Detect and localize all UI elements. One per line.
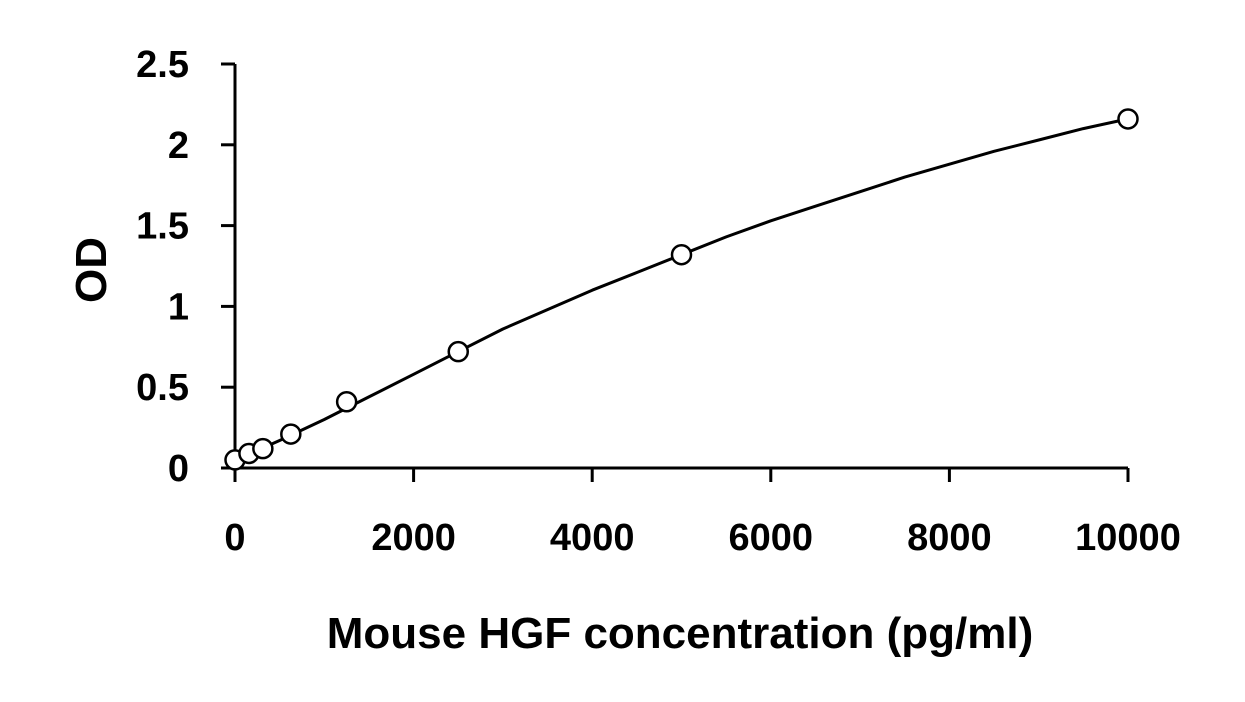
x-tick-label: 10000 (1075, 517, 1181, 559)
data-point (252, 437, 274, 460)
x-tick-label: 2000 (371, 517, 456, 559)
data-point (447, 340, 469, 363)
x-tick-label: 0 (224, 517, 245, 559)
y-tick-label: 1.5 (136, 206, 189, 248)
y-tick-label: 0 (168, 448, 189, 490)
x-tick-label: 4000 (550, 517, 635, 559)
data-point (670, 243, 693, 266)
y-tick-label: 2 (168, 125, 189, 167)
y-axis-title: OD (67, 237, 116, 303)
y-tick-label: 2.5 (136, 44, 189, 86)
axes: 0 0.5 1 1.5 2 2.5 0 2000 4000 6000 8000 10000 (136, 44, 1181, 559)
data-point (280, 423, 302, 445)
y-tick-label: 0.5 (136, 367, 189, 409)
y-tick-label: 1 (168, 286, 189, 328)
x-axis-title: Mouse HGF concentration (pg/ml) (327, 609, 1033, 658)
fit-curve-group (238, 117, 1129, 460)
x-tick-label: 8000 (907, 517, 992, 559)
data-point (335, 390, 358, 413)
data-points (224, 108, 1139, 471)
data-point (1117, 108, 1139, 130)
fit-curve-line (238, 117, 1129, 460)
x-tick-label: 6000 (729, 517, 814, 559)
